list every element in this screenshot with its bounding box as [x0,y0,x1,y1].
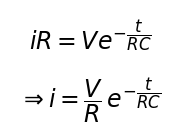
Text: $iR = Ve^{-\dfrac{t}{RC}}$: $iR = Ve^{-\dfrac{t}{RC}}$ [29,21,152,56]
Text: $\Rightarrow i = \dfrac{V}{R}\,e^{-\dfrac{t}{RC}}$: $\Rightarrow i = \dfrac{V}{R}\,e^{-\dfra… [19,76,162,125]
